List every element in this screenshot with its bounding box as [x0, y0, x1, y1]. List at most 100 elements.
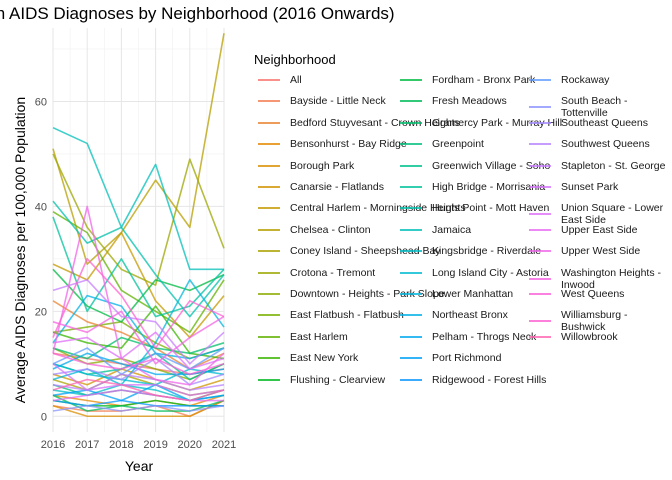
legend-key — [258, 272, 280, 274]
legend-key — [258, 293, 280, 295]
legend-item: East New York — [258, 352, 358, 364]
legend-key — [400, 79, 422, 81]
legend-label: Fordham - Bronx Park — [432, 74, 535, 86]
legend-label: Port Richmond — [432, 352, 501, 364]
legend-item: High Bridge - Morrisania — [400, 181, 545, 193]
legend-item: Bayside - Little Neck — [258, 95, 386, 107]
legend-key — [400, 336, 422, 338]
legend-item: Bensonhurst - Bay Ridge — [258, 138, 407, 150]
legend-key — [258, 100, 280, 102]
legend-label: Kingsbridge - Riverdale — [432, 245, 541, 257]
legend-label: Upper West Side — [561, 245, 640, 257]
legend-label: East Flatbush - Flatbush — [290, 309, 404, 321]
legend-key — [258, 207, 280, 209]
legend-label: Southwest Queens — [561, 138, 650, 150]
legend-key — [400, 379, 422, 381]
legend-label: Crotona - Tremont — [290, 267, 375, 279]
legend-label: Jamaica — [432, 224, 471, 236]
legend-item: Pelham - Throgs Neck — [400, 331, 536, 343]
legend-item: Williamsburg - Bushwick — [529, 309, 672, 333]
legend-item: Greenpoint — [400, 138, 484, 150]
legend-key — [529, 229, 551, 231]
legend-key — [529, 336, 551, 338]
legend-item: All — [258, 74, 302, 86]
y-tick-label: 60 — [35, 96, 47, 108]
legend-label: South Beach - Tottenville — [561, 95, 672, 119]
legend-key — [258, 250, 280, 252]
legend-label: Fresh Meadows — [432, 95, 507, 107]
line-chart: 02040602016 2017 2018 2019 2020 2021 — [0, 0, 250, 480]
legend-item: Southeast Queens — [529, 117, 648, 129]
legend-key — [400, 314, 422, 316]
legend-item: Chelsea - Clinton — [258, 224, 371, 236]
legend-key — [529, 278, 551, 280]
legend-key — [258, 229, 280, 231]
legend-item: Union Square - Lower East Side — [529, 202, 672, 226]
legend-label: Bensonhurst - Bay Ridge — [290, 138, 407, 150]
legend-item: West Queens — [529, 288, 624, 300]
x-tick-label: 2017 — [75, 439, 99, 451]
legend-key — [258, 186, 280, 188]
legend-key — [529, 250, 551, 252]
legend-label: Washington Heights - Inwood — [561, 267, 672, 291]
legend-key — [400, 229, 422, 231]
x-tick-label: 2019 — [143, 439, 167, 451]
legend-item: Flushing - Clearview — [258, 374, 385, 386]
legend-key — [529, 122, 551, 124]
legend-item: Stapleton - St. George — [529, 160, 665, 172]
legend-label: All — [290, 74, 302, 86]
legend-label: East Harlem — [290, 331, 348, 343]
legend-key — [529, 143, 551, 145]
legend-item: Canarsie - Flatlands — [258, 181, 384, 193]
legend-key — [529, 79, 551, 81]
x-tick-label: 2016 — [41, 439, 65, 451]
legend-title: Neighborhood — [254, 52, 336, 67]
legend-item: Northeast Bronx — [400, 309, 508, 321]
legend-item: Jamaica — [400, 224, 471, 236]
legend-label: Upper East Side — [561, 224, 637, 236]
legend-label: West Queens — [561, 288, 624, 300]
legend-key — [529, 165, 551, 167]
legend-key — [529, 106, 551, 108]
legend-item: Hunts Point - Mott Haven — [400, 202, 549, 214]
legend-key — [258, 165, 280, 167]
legend-key — [400, 143, 422, 145]
legend-label: Stapleton - St. George — [561, 160, 665, 172]
legend-label: Northeast Bronx — [432, 309, 508, 321]
legend-key — [400, 207, 422, 209]
legend-key — [400, 293, 422, 295]
legend-key — [258, 336, 280, 338]
legend-item: Fordham - Bronx Park — [400, 74, 535, 86]
legend-key — [400, 165, 422, 167]
legend-item: Greenwich Village - Soho — [400, 160, 550, 172]
y-tick-label: 40 — [35, 201, 47, 213]
legend-item: Southwest Queens — [529, 138, 650, 150]
legend-label: Ridgewood - Forest Hills — [432, 374, 546, 386]
legend-key — [258, 314, 280, 316]
legend-key — [258, 357, 280, 359]
legend-item: East Flatbush - Flatbush — [258, 309, 404, 321]
legend-item: Willowbrook — [529, 331, 618, 343]
legend-item: Borough Park — [258, 160, 354, 172]
legend-label: Rockaway — [561, 74, 609, 86]
legend-label: Chelsea - Clinton — [290, 224, 371, 236]
y-tick-label: 20 — [35, 306, 47, 318]
legend-key — [529, 186, 551, 188]
legend-label: Borough Park — [290, 160, 354, 172]
legend-key — [529, 320, 551, 322]
legend-label: Lower Manhattan — [432, 288, 513, 300]
x-tick-label: 2018 — [109, 439, 133, 451]
legend-label: Pelham - Throgs Neck — [432, 331, 536, 343]
legend-key — [258, 79, 280, 81]
legend-key — [400, 100, 422, 102]
legend-label: Union Square - Lower East Side — [561, 202, 672, 226]
legend-item: Kingsbridge - Riverdale — [400, 245, 541, 257]
legend-label: Southeast Queens — [561, 117, 648, 129]
y-tick-label: 0 — [41, 411, 47, 423]
legend-item: Rockaway — [529, 74, 609, 86]
legend-item: Long Island City - Astoria — [400, 267, 549, 279]
legend-key — [258, 143, 280, 145]
legend-label: Bayside - Little Neck — [290, 95, 386, 107]
legend-key — [529, 213, 551, 215]
legend-label: Sunset Park — [561, 181, 618, 193]
